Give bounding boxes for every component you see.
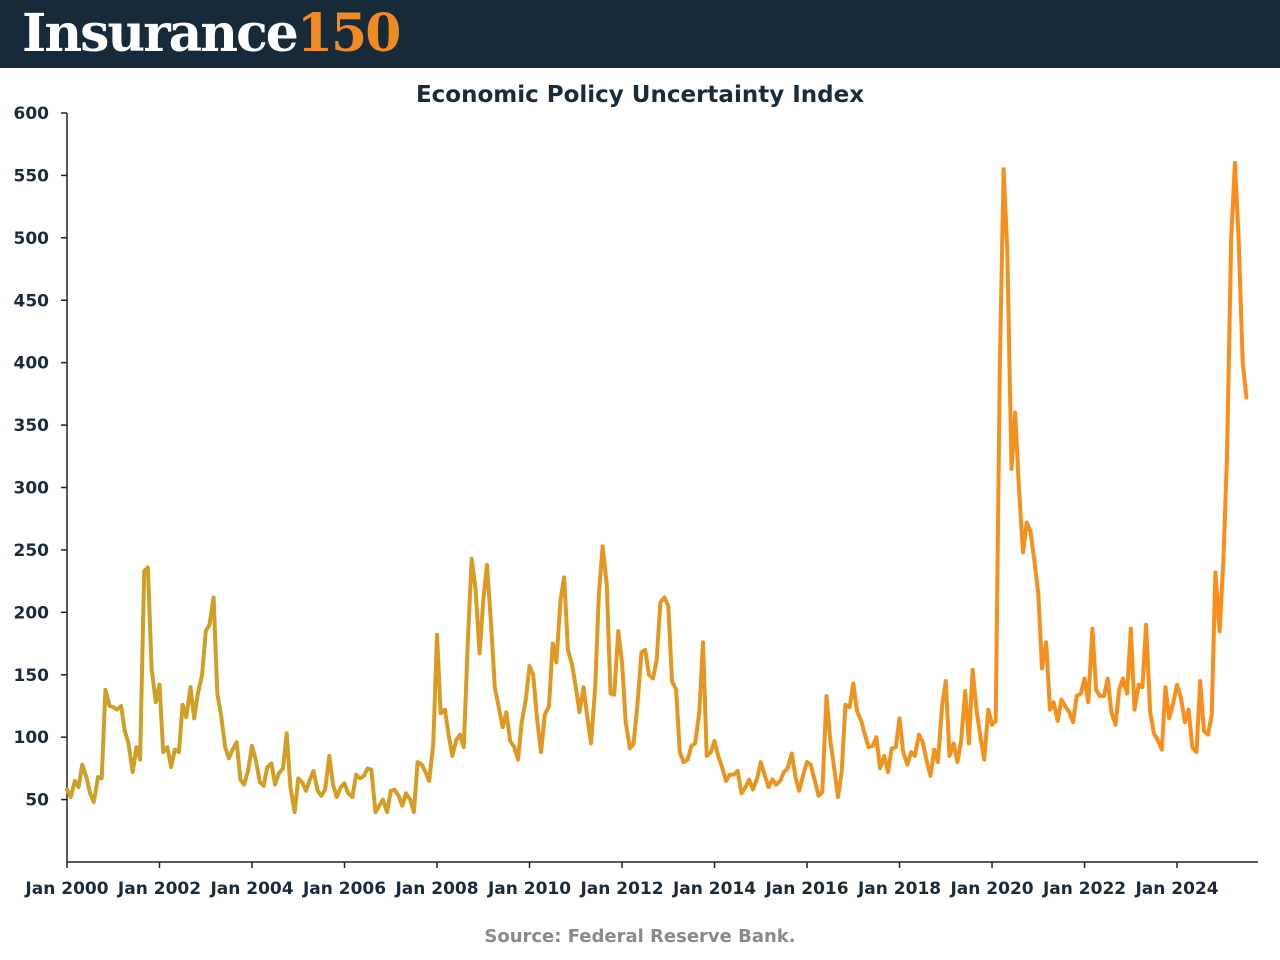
x-tick-label: Jan 2002 xyxy=(117,879,201,899)
brand-logo-number: 150 xyxy=(296,3,402,64)
brand-logo: Insurance150 xyxy=(22,0,402,68)
y-tick-label: 100 xyxy=(14,728,50,748)
y-tick-label: 500 xyxy=(14,229,50,249)
x-tick-label: Jan 2022 xyxy=(1042,879,1126,899)
x-tick-label: Jan 2012 xyxy=(579,879,663,899)
x-tick-label: Jan 2004 xyxy=(209,879,293,899)
y-tick-label: 200 xyxy=(14,603,50,623)
y-tick-label: 150 xyxy=(14,666,50,686)
source-note: Source: Federal Reserve Bank. xyxy=(484,926,796,947)
x-tick-label: Jan 2010 xyxy=(487,879,571,899)
y-tick-label: 600 xyxy=(14,104,50,124)
x-tick-label: Jan 2020 xyxy=(949,879,1033,899)
x-tick-label: Jan 2018 xyxy=(857,879,941,899)
y-tick-label: 400 xyxy=(14,354,50,374)
x-tick-label: Jan 2016 xyxy=(764,879,848,899)
x-tick-label: Jan 2008 xyxy=(394,879,478,899)
y-tick-label: 300 xyxy=(14,479,50,499)
x-tick-label: Jan 2000 xyxy=(24,879,108,899)
y-tick-label: 250 xyxy=(14,541,50,561)
series-line xyxy=(65,160,1249,815)
y-tick-label: 450 xyxy=(14,291,50,311)
y-tick-label: 350 xyxy=(14,416,50,436)
brand-logo-word: Insurance xyxy=(22,3,299,64)
x-tick-label: Jan 2024 xyxy=(1134,879,1218,899)
brand-header: Insurance150 xyxy=(0,0,1280,68)
x-tick-label: Jan 2014 xyxy=(672,879,756,899)
y-tick-label: 550 xyxy=(14,166,50,186)
x-tick-label: Jan 2006 xyxy=(302,879,386,899)
y-tick-label: 50 xyxy=(25,791,49,811)
chart-title: Economic Policy Uncertainty Index xyxy=(415,82,865,108)
